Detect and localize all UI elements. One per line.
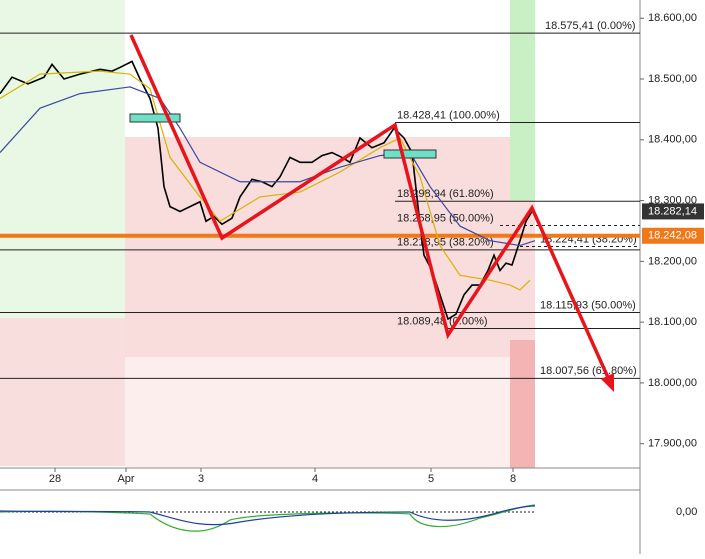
y-tick-label: 18.600,00: [648, 12, 697, 24]
price-box: [642, 203, 704, 220]
oscillator-signal: [0, 505, 536, 526]
marker-box: [129, 113, 181, 123]
x-tick-label: 5: [428, 473, 434, 485]
zone: [125, 357, 510, 467]
x-tick-label: 3: [198, 473, 204, 485]
y-tick-label: 17.900,00: [648, 438, 697, 450]
zigzag-annotation: [129, 34, 612, 383]
x-tick-label: Apr: [117, 473, 134, 485]
x-tick-label: 28: [49, 473, 61, 485]
y-tick-label: 18.100,00: [648, 316, 697, 328]
level-label: 18.089,48 (0.00%): [397, 315, 488, 327]
arrow-head: [601, 373, 614, 392]
oscillator-line: [0, 504, 536, 532]
price-line: [0, 60, 533, 321]
zone: [0, 318, 125, 466]
level-label: 18.428,41 (100.00%): [397, 109, 500, 121]
level-label: 18.298,94 (61.80%): [397, 188, 494, 200]
price-box: [642, 227, 704, 244]
y-tick-label: 18.400,00: [648, 134, 697, 146]
level-label: 18.115,93 (50.00%): [540, 299, 636, 311]
osc-tick-label: 0,00: [676, 506, 697, 518]
price-line: [0, 86, 536, 247]
level-label: 18.218,95 (38.20%): [397, 237, 494, 249]
x-tick-label: 4: [312, 473, 318, 485]
zone: [125, 0, 510, 137]
x-tick-label: 8: [510, 473, 516, 485]
y-tick-label: 18.200,00: [648, 255, 697, 267]
zone: [510, 340, 535, 468]
price-label: 18.282,14: [648, 205, 697, 217]
price-label: 18.242,08: [648, 230, 697, 242]
y-tick-label: 18.000,00: [648, 377, 697, 389]
level-label: 18.258,95 (50.00%): [397, 212, 494, 224]
zone: [0, 0, 125, 318]
zone: [510, 0, 535, 200]
level-label: 18.575,41 (0.00%): [545, 20, 636, 32]
y-tick-label: 18.500,00: [648, 73, 697, 85]
level-label: 18.007,56 (61.80%): [540, 365, 637, 377]
marker-box: [383, 149, 437, 159]
